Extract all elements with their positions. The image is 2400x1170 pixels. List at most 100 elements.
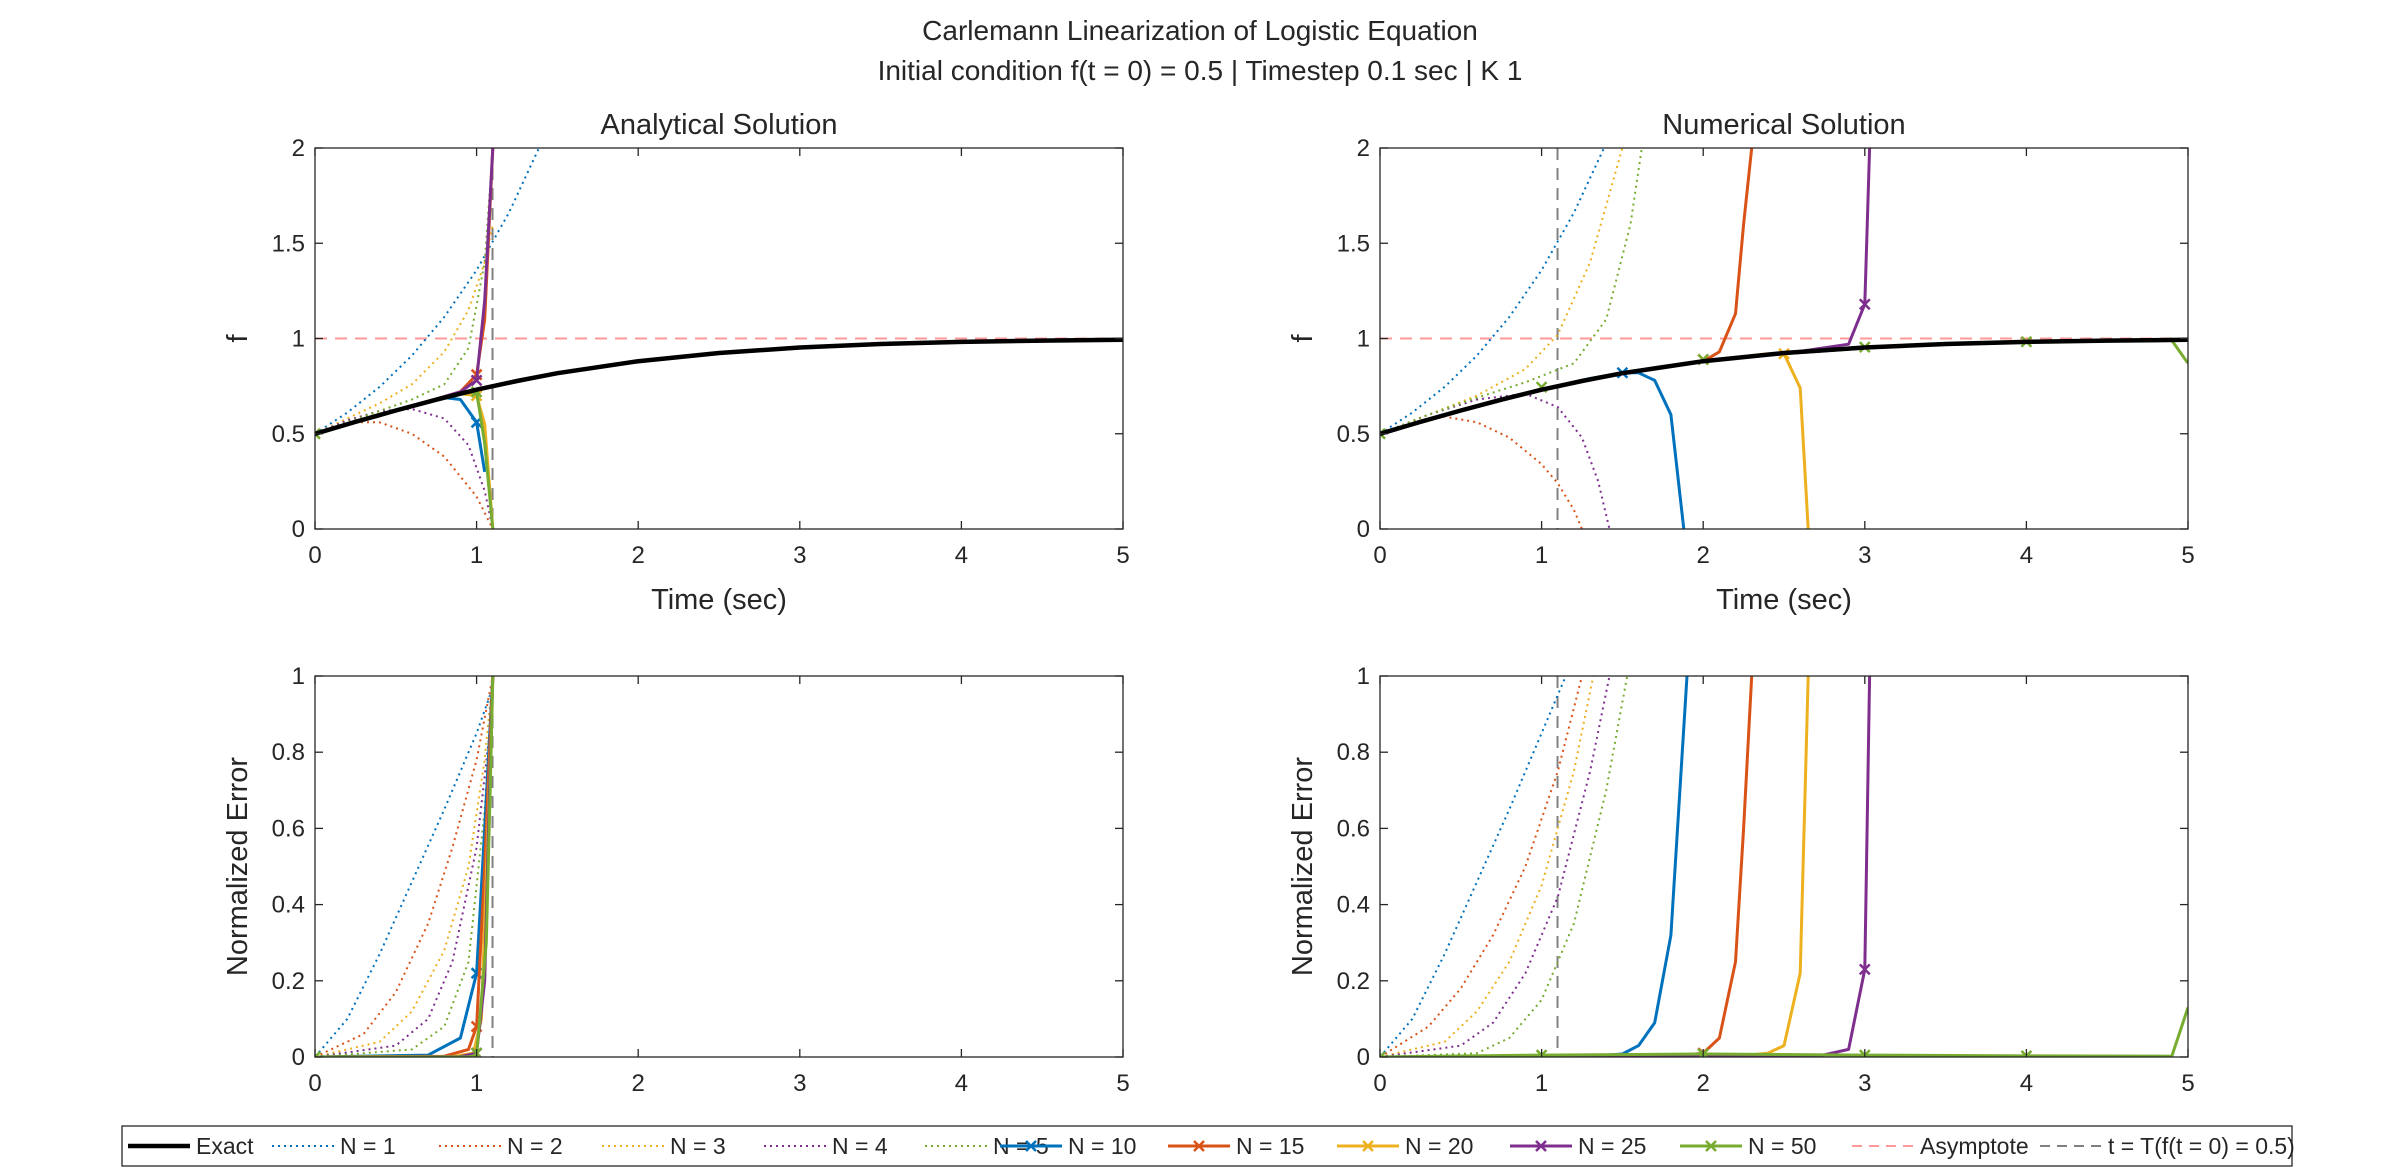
y-tick-label: 0 (292, 1044, 305, 1071)
legend-label-n10: N = 10 (1068, 1133, 1136, 1159)
marker-n50 (315, 1051, 321, 1057)
y-tick-label: 2 (292, 135, 305, 162)
legend-label-n2: N = 2 (507, 1133, 563, 1159)
y-tick-label: 0 (1357, 1044, 1370, 1071)
x-tick-label: 2 (1697, 1070, 1710, 1097)
y-tick-label: 1 (1357, 663, 1370, 690)
legend-marker-n25 (1535, 1140, 1547, 1152)
x-tick-label: 3 (793, 542, 806, 569)
series-n1 (1380, 676, 1567, 1057)
marker-n25 (1858, 963, 1871, 976)
x-tick-label: 1 (1535, 542, 1548, 569)
marker-n50 (1380, 1051, 1386, 1057)
x-tick-label: 4 (2020, 542, 2033, 569)
y-tick-label: 2 (1357, 135, 1370, 162)
numerical-error-plot: 0 1 2 3 4 5 0 0.2 0.4 0.6 0.8 1 Normalized Error (1287, 663, 2195, 1097)
series-n2 (1380, 676, 1583, 1057)
x-tick-label: 3 (1858, 1070, 1871, 1097)
x-tick-label: 5 (2181, 542, 2194, 569)
marker-n25 (470, 374, 483, 387)
y-tick-label: 1 (1357, 326, 1370, 353)
y-tick-label: 1.5 (1337, 230, 1370, 257)
legend-label-exact: Exact (196, 1133, 254, 1159)
x-tick-label: 1 (470, 1070, 483, 1097)
series-n1 (315, 687, 494, 1057)
series-exact (1380, 337, 2188, 436)
y-tick-label: 0 (1357, 516, 1370, 543)
legend-label-n20: N = 20 (1405, 1133, 1473, 1159)
axes-box (1379, 675, 2189, 1058)
legend-label-n3: N = 3 (670, 1133, 726, 1159)
legend-marker-n50 (1705, 1140, 1717, 1152)
legend-marker-n15 (1193, 1140, 1205, 1152)
marker-n50 (315, 427, 321, 440)
x-tick-label: 0 (308, 542, 321, 569)
analytical-error-plot: 0 1 2 3 4 5 0 0.2 0.4 0.6 0.8 1 Normalized Error (222, 663, 1130, 1097)
series-n1 (1380, 148, 1605, 435)
series-n50 (315, 676, 495, 1057)
figure-title: Carlemann Linearization of Logistic Equa… (922, 15, 1478, 46)
series-n5 (315, 148, 494, 435)
y-tick-label: 0.2 (1337, 968, 1370, 995)
x-axis-label: Time (sec) (1716, 584, 1852, 616)
y-tick-label: 1 (292, 663, 305, 690)
y-tick-label: 0.8 (1337, 739, 1370, 766)
x-tick-label: 4 (955, 1070, 968, 1097)
y-axis-label: f (1287, 334, 1319, 343)
x-tick-label: 5 (1116, 542, 1129, 569)
y-tick-label: 0.6 (1337, 815, 1370, 842)
plot-title: Analytical Solution (601, 109, 838, 141)
x-tick-label: 0 (1373, 1070, 1386, 1097)
legend-label-asymptote: Asymptote (1920, 1133, 2029, 1159)
y-axis-label: Normalized Error (222, 757, 254, 976)
y-tick-label: 0.5 (272, 421, 305, 448)
legend-label-tmark: t = T(f(t = 0) = 0.5) (2108, 1133, 2295, 1159)
x-tick-label: 1 (1535, 1070, 1548, 1097)
series-n1 (315, 148, 540, 435)
x-tick-label: 4 (955, 542, 968, 569)
x-tick-label: 5 (2181, 1070, 2194, 1097)
x-tick-label: 3 (1858, 542, 1871, 569)
y-tick-label: 0 (292, 516, 305, 543)
legend-marker-n10 (1025, 1140, 1037, 1152)
series-n4 (315, 408, 494, 529)
x-tick-label: 5 (1116, 1070, 1129, 1097)
y-axis-label: Normalized Error (1287, 757, 1319, 976)
marker-n50 (1380, 427, 1386, 440)
series-n3 (1380, 676, 1595, 1057)
series-n5 (1380, 148, 1643, 435)
series-n5 (1380, 676, 1629, 1057)
x-tick-label: 2 (1697, 542, 1710, 569)
y-tick-label: 0.4 (272, 892, 305, 919)
x-tick-label: 0 (308, 1070, 321, 1097)
numerical-solution-plot: 0 1 2 3 4 5 0 0.5 1 1.5 2 Numerical Solution Time (s… (1287, 109, 2195, 616)
legend-label-n50: N = 50 (1748, 1133, 1816, 1159)
y-tick-label: 1 (292, 326, 305, 353)
legend-label-n25: N = 25 (1578, 1133, 1646, 1159)
axes-box (314, 675, 1124, 1058)
x-tick-label: 0 (1373, 542, 1386, 569)
x-tick-label: 1 (470, 542, 483, 569)
x-tick-label: 2 (632, 542, 645, 569)
y-axis-label: f (222, 334, 254, 343)
x-tick-label: 3 (793, 1070, 806, 1097)
legend-label-n15: N = 15 (1236, 1133, 1304, 1159)
y-tick-label: 0.2 (272, 968, 305, 995)
y-tick-label: 0.6 (272, 815, 305, 842)
x-axis-label: Time (sec) (651, 584, 787, 616)
x-tick-label: 4 (2020, 1070, 2033, 1097)
y-tick-label: 0.5 (1337, 421, 1370, 448)
series-n4 (1380, 676, 1611, 1057)
analytical-solution-plot: 0 1 2 3 4 5 0 0.5 1 1.5 2 Analytical Solution Time (… (222, 109, 1130, 616)
plot-area (1380, 676, 2188, 1057)
legend-marker-n20 (1362, 1140, 1374, 1152)
legend-label-n1: N = 1 (340, 1133, 396, 1159)
plot-title: Numerical Solution (1662, 109, 1905, 141)
series-exact (315, 337, 1123, 436)
legend-label-n4: N = 4 (832, 1133, 888, 1159)
plot-area (315, 676, 1123, 1057)
figure-subtitle: Initial condition f(t = 0) = 0.5 | Times… (878, 55, 1523, 86)
marker-n25 (1858, 298, 1871, 311)
